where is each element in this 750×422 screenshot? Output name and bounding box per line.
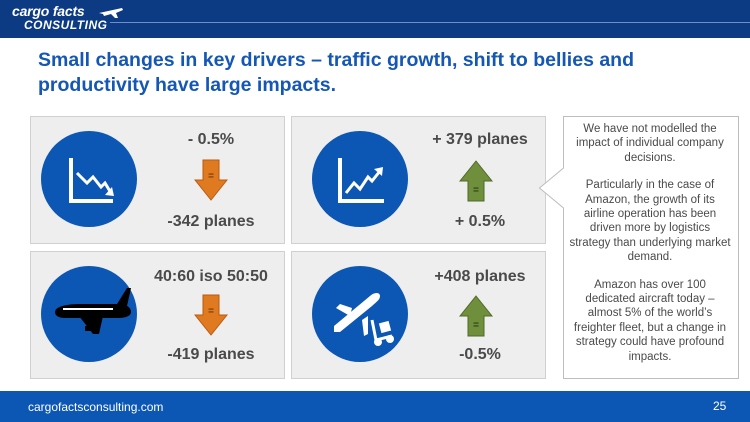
traffic-change-value: - 0.5% (187, 131, 235, 148)
plane-icon (99, 8, 123, 18)
panel-traffic-growth: + 379 planes = + 0.5% (291, 116, 546, 244)
belly-ratio-value: 40:60 iso 50:50 (154, 268, 268, 285)
arrow-mark: = (208, 171, 214, 182)
productivity-change-value: -0.5% (459, 346, 501, 363)
logo-line1: cargo facts (12, 3, 85, 19)
footer-url-link[interactable]: cargofactsconsulting.com (28, 400, 164, 414)
rising-chart-icon (312, 131, 408, 227)
callout-paragraph: We have not modelled the impact of indiv… (576, 123, 724, 164)
callout-paragraph: Particularly in the case of Amazon, the … (569, 179, 731, 264)
callout-text: We have not modelled the impact of indiv… (569, 122, 731, 377)
arrow-mark: = (473, 320, 479, 331)
down-arrow-icon: = (194, 294, 228, 336)
declining-chart-icon (41, 131, 137, 227)
panel-productivity: +408 planes = -0.5% (291, 251, 546, 379)
cargo-facts-logo[interactable]: cargo facts CONSULTING (10, 3, 140, 35)
widebody-aircraft-icon (41, 266, 137, 362)
up-arrow-icon: = (459, 160, 493, 202)
slide-title: Small changes in key drivers – traffic g… (38, 49, 634, 96)
growth-change-value: + 0.5% (454, 213, 506, 230)
footer-bar: cargofactsconsulting.com 25 (0, 391, 750, 422)
panel-traffic-decline: - 0.5% = -342 planes (30, 116, 285, 244)
amazon-callout: We have not modelled the impact of indiv… (539, 116, 739, 379)
panel-belly-shift: 40:60 iso 50:50 = -419 planes (30, 251, 285, 379)
arrow-mark: = (473, 185, 479, 196)
page-number: 25 (713, 399, 727, 413)
header-rule (110, 22, 750, 23)
plane-cargo-cart-icon (312, 266, 408, 362)
traffic-planes-value: -342 planes (167, 213, 255, 230)
belly-planes-value: -419 planes (167, 346, 255, 363)
callout-paragraph: Amazon has over 100 dedicated aircraft t… (573, 278, 727, 363)
logo-line2: CONSULTING (24, 18, 108, 32)
growth-planes-value: + 379 planes (432, 131, 528, 148)
productivity-planes-value: +408 planes (434, 268, 526, 285)
down-arrow-icon: = (194, 159, 228, 201)
header-bar: cargo facts CONSULTING (0, 0, 750, 38)
up-arrow-icon: = (459, 295, 493, 337)
arrow-mark: = (208, 306, 214, 317)
